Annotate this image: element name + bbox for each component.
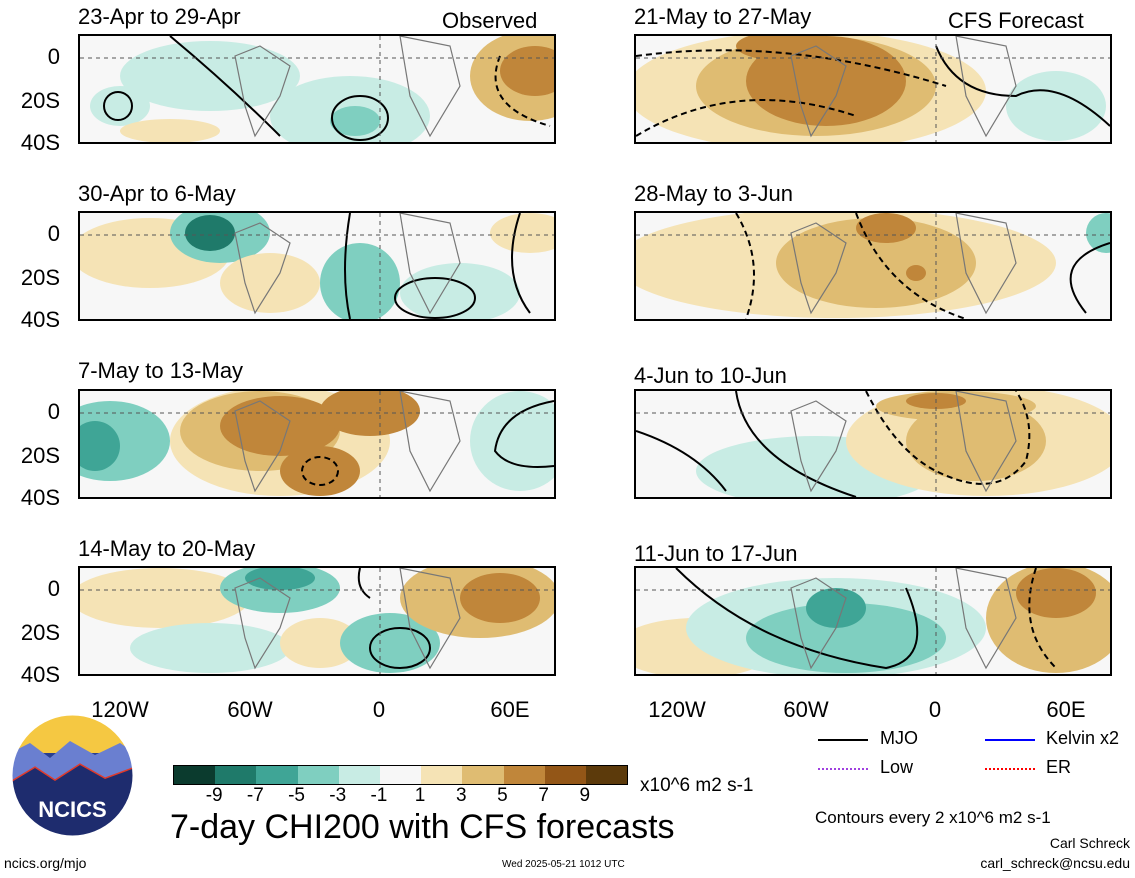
- map-panel-obs-1: [78, 34, 556, 144]
- panel-title-fcst-1: 21-May to 27-May: [634, 4, 812, 29]
- map-panel-fcst-2: [634, 211, 1112, 321]
- colorbar-swatch: [462, 766, 504, 784]
- observed-label: Observed: [442, 8, 538, 33]
- colorbar-tick-label: -7: [246, 785, 264, 806]
- colorbar-swatch: [174, 766, 216, 784]
- colorbar-tick-label: -3: [329, 785, 347, 806]
- colorbar-tick-label: 9: [579, 785, 591, 806]
- colorbar-tick-label: 1: [414, 785, 426, 806]
- colorbar: [173, 765, 628, 785]
- panel-title-obs-2: 30-Apr to 6-May: [78, 181, 236, 206]
- panel-title-obs-4: 14-May to 20-May: [78, 536, 256, 561]
- ncics-logo: NCICS: [10, 713, 135, 838]
- colorbar-swatch: [503, 766, 545, 784]
- figure-title: 7-day CHI200 with CFS forecasts: [170, 808, 675, 846]
- legend-er-line: [985, 768, 1035, 770]
- y-tick: 0: [47, 399, 60, 424]
- panel-title-obs-3: 7-May to 13-May: [78, 358, 244, 383]
- x-tick: 60E: [1046, 697, 1086, 722]
- map-panel-obs-2: [78, 211, 556, 321]
- colorbar-swatch: [256, 766, 298, 784]
- colorbar-swatch: [297, 766, 339, 784]
- legend-kelvin-line: [985, 739, 1035, 741]
- map-panel-obs-4: [78, 566, 556, 676]
- colorbar-ticks: -9 -7 -5 -3 -1 1 3 5 7 9: [173, 785, 626, 809]
- contour-note: Contours every 2 x10^6 m2 s-1: [815, 808, 1051, 827]
- website: ncics.org/mjo: [4, 855, 87, 871]
- colorbar-tick-label: -1: [370, 785, 388, 806]
- x-tick: 120W: [648, 697, 706, 722]
- y-tick: 20S: [20, 443, 60, 468]
- logo-text: NCICS: [38, 797, 106, 822]
- colorbar-swatch: [544, 766, 586, 784]
- y-tick: 40S: [20, 662, 60, 687]
- colorbar-tick-label: -5: [288, 785, 305, 806]
- colorbar-tick-label: -9: [205, 785, 223, 806]
- map-panel-fcst-3: [634, 389, 1112, 499]
- y-tick: 40S: [20, 485, 60, 510]
- legend-low-line: [818, 768, 868, 770]
- y-tick: 0: [47, 44, 60, 69]
- legend-low-label: Low: [880, 757, 914, 777]
- colorbar-swatch: [379, 766, 422, 784]
- map-panel-fcst-4: [634, 566, 1112, 676]
- y-tick: 20S: [20, 620, 60, 645]
- forecast-label: CFS Forecast: [948, 8, 1084, 33]
- x-tick: 60W: [783, 697, 829, 722]
- author: Carl Schreck: [1049, 835, 1130, 851]
- y-tick: 40S: [20, 307, 60, 332]
- x-tick: 60W: [227, 697, 273, 722]
- map-panel-fcst-1: [634, 34, 1112, 144]
- panel-title-fcst-2: 28-May to 3-Jun: [634, 181, 793, 206]
- units-label: x10^6 m2 s-1: [640, 775, 754, 796]
- panel-title-fcst-4: 11-Jun to 17-Jun: [634, 541, 798, 566]
- legend-mjo-line: [818, 739, 868, 741]
- x-tick: 120W: [91, 697, 149, 722]
- panel-title-obs-1: 23-Apr to 29-Apr: [78, 4, 241, 29]
- colorbar-swatch: [421, 766, 463, 784]
- colorbar-tick-label: 3: [455, 785, 467, 806]
- y-tick: 40S: [20, 130, 60, 155]
- legend-kelvin-label: Kelvin x2: [1046, 728, 1120, 748]
- y-tick: 20S: [20, 88, 60, 113]
- colorbar-swatch: [215, 766, 257, 784]
- map-panel-obs-3: [78, 389, 556, 499]
- y-tick: 20S: [20, 265, 60, 290]
- colorbar-tick-label: 7: [538, 785, 549, 806]
- legend-mjo-label: MJO: [880, 728, 918, 748]
- colorbar-swatch: [585, 766, 628, 784]
- x-tick: 0: [372, 697, 386, 722]
- y-tick: 0: [47, 576, 60, 601]
- x-tick: 0: [928, 697, 942, 722]
- colorbar-tick-label: 5: [497, 785, 508, 806]
- legend-er-label: ER: [1046, 757, 1072, 777]
- x-tick: 60E: [490, 697, 530, 722]
- panel-title-fcst-3: 4-Jun to 10-Jun: [634, 363, 787, 388]
- timestamp: Wed 2025-05-21 1012 UTC: [502, 859, 625, 870]
- y-tick: 0: [47, 221, 60, 246]
- email: carl_schreck@ncsu.edu: [980, 855, 1130, 871]
- colorbar-swatch: [338, 766, 380, 784]
